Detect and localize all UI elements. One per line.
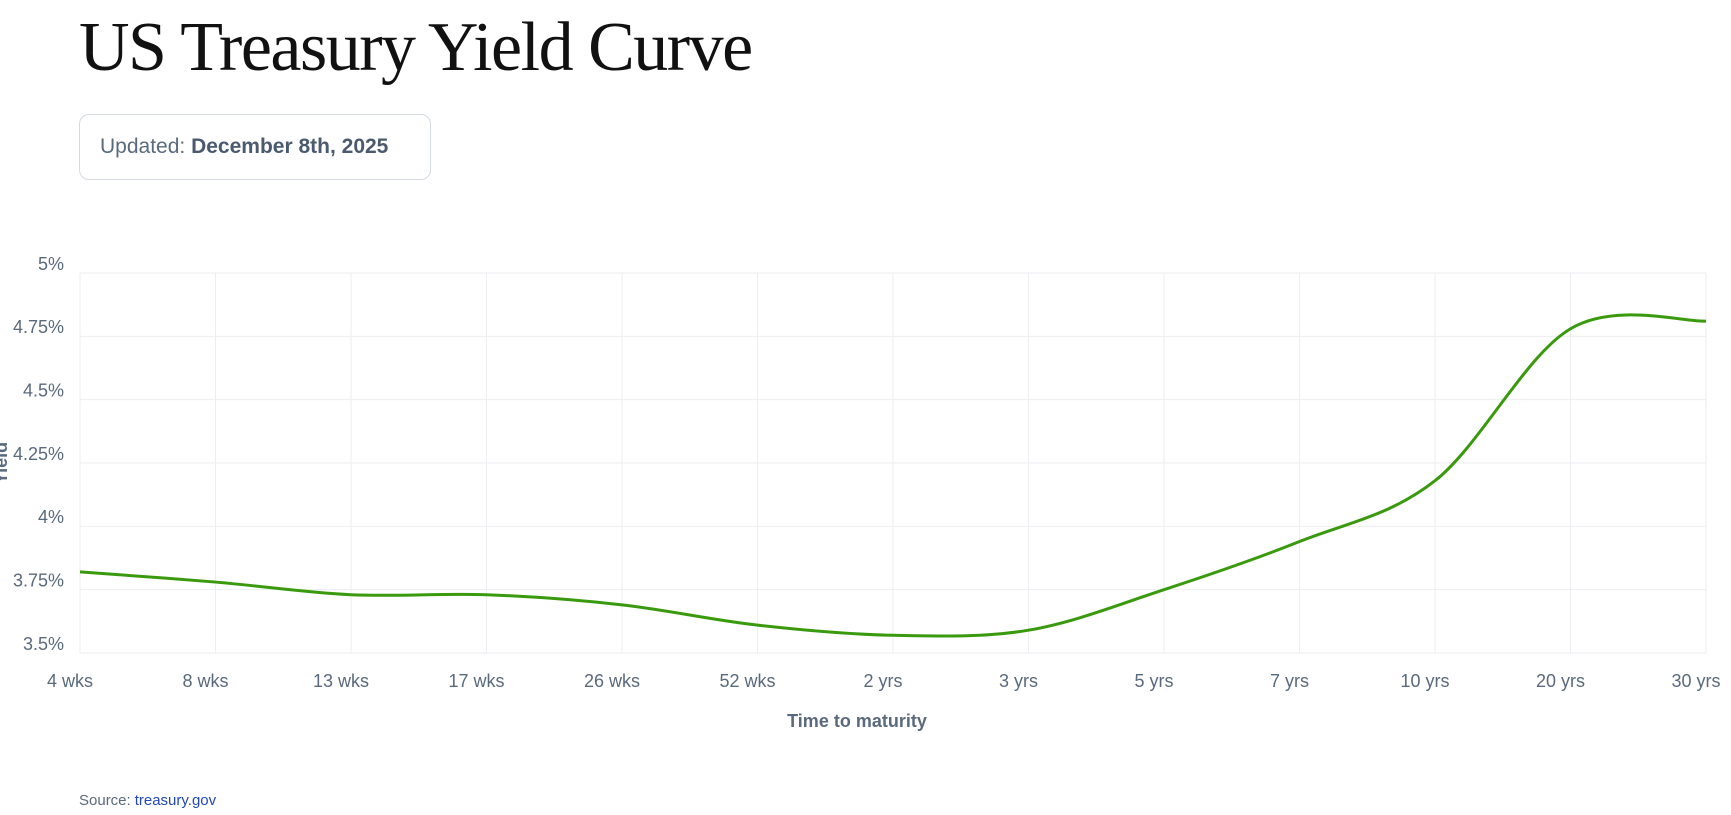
x-tick-label: 17 wks — [448, 671, 504, 691]
x-tick-label: 2 yrs — [863, 671, 902, 691]
x-tick-label: 3 yrs — [999, 671, 1038, 691]
x-tick-label: 7 yrs — [1270, 671, 1309, 691]
x-tick-label: 10 yrs — [1400, 671, 1449, 691]
y-tick-label: 4.75% — [13, 317, 64, 337]
y-tick-label: 4.5% — [23, 380, 64, 400]
source: Source: treasury.gov — [79, 792, 216, 809]
updated-label: Updated: — [100, 135, 186, 158]
source-label: Source: — [79, 792, 131, 809]
x-tick-label: 26 wks — [584, 671, 640, 691]
y-tick-label: 5% — [38, 254, 64, 274]
y-tick-label: 3.5% — [23, 634, 64, 654]
x-tick-label: 52 wks — [719, 671, 775, 691]
x-tick-label: 30 yrs — [1671, 671, 1720, 691]
x-tick-label: 8 wks — [182, 671, 228, 691]
y-tick-label: 3.75% — [13, 570, 64, 590]
x-tick-label: 5 yrs — [1134, 671, 1173, 691]
y-tick-label: 4% — [38, 507, 64, 527]
x-tick-label: 4 wks — [47, 671, 93, 691]
updated-date: December 8th, 2025 — [191, 135, 389, 158]
x-tick-label: 20 yrs — [1536, 671, 1585, 691]
source-link[interactable]: treasury.gov — [134, 792, 217, 809]
page-title: US Treasury Yield Curve — [79, 9, 753, 86]
y-tick-label: 4.25% — [13, 444, 64, 464]
x-tick-label: 13 wks — [313, 671, 369, 691]
yield-line — [79, 313, 1707, 638]
y-axis-title: Yield — [0, 442, 11, 484]
chart: 3.5% 3.75% 4% 4.25% 4.5% 4.75% 5% 4 wks 8 wks 13 … — [0, 254, 1721, 731]
x-axis-title: Time to maturity — [787, 711, 927, 731]
updated-box: Updated: December 8th, 2025 — [79, 114, 431, 180]
